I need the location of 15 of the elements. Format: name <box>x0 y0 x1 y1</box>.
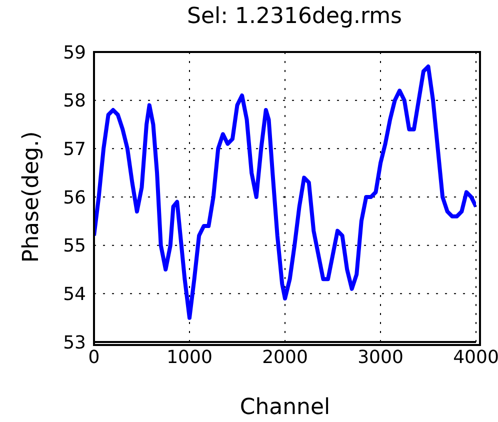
x-tick-label: 3000 <box>358 346 404 368</box>
y-tick-label: 55 <box>63 236 86 257</box>
y-tick-label: 57 <box>63 139 86 160</box>
x-tick-label: 2000 <box>262 346 308 368</box>
y-tick-label: 56 <box>63 187 86 208</box>
x-tick-label: 1000 <box>166 346 212 368</box>
y-tick-label: 53 <box>63 332 86 354</box>
y-tick-label: 58 <box>63 90 86 112</box>
y-axis-title: Phase(deg.) <box>18 131 44 263</box>
x-axis-title: Channel <box>240 395 330 420</box>
x-tick-label: 0 <box>88 346 100 368</box>
y-tick-label: 54 <box>63 284 86 306</box>
chart-title: Sel: 1.2316deg.rms <box>186 4 403 29</box>
x-tick-label: 4000 <box>453 346 498 368</box>
y-tick-label: 59 <box>63 42 86 64</box>
